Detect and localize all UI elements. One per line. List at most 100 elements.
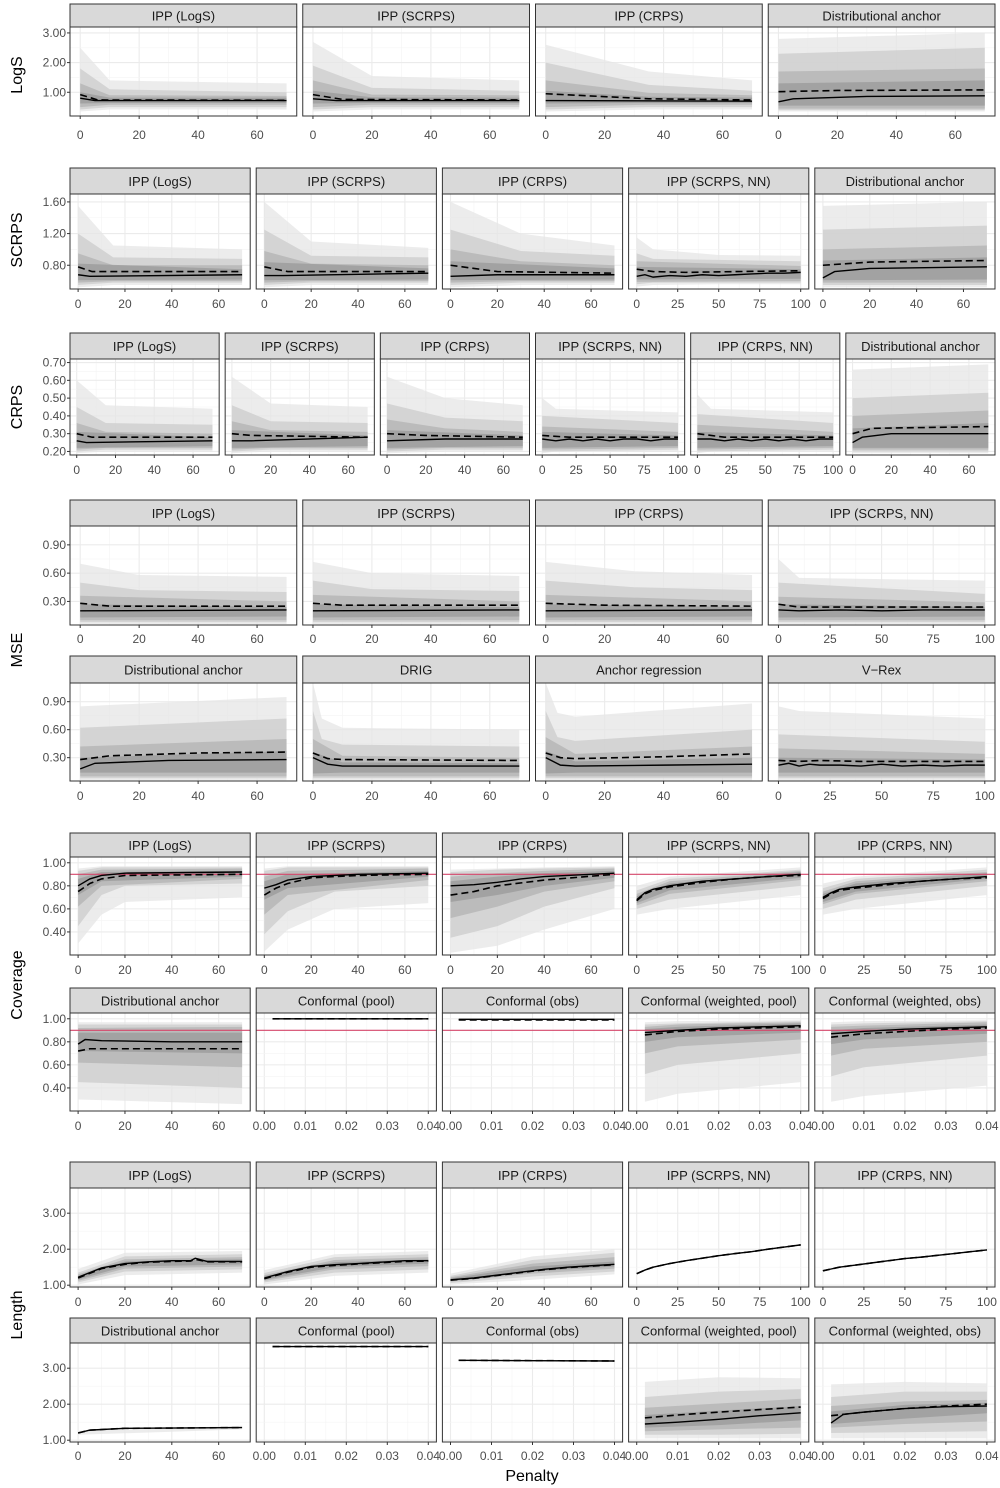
facet-panel: IPP (LogS) 0 20 40 60 bbox=[69, 3, 298, 142]
quantile-band bbox=[831, 1024, 987, 1045]
facet-panel: IPP (LogS) 0 20 40 60 bbox=[69, 1161, 251, 1309]
x-tick-label: 100 bbox=[823, 463, 843, 477]
median-line bbox=[76, 440, 213, 444]
x-tick-label: 0 bbox=[542, 789, 549, 803]
facet-strip bbox=[302, 655, 530, 684]
x-tick-label: 0.03 bbox=[934, 1449, 958, 1463]
facet-title: Conformal (weighted, pool) bbox=[641, 1324, 797, 1339]
x-tick-label: 50 bbox=[759, 463, 773, 477]
facet-panel: Conformal (weighted, pool) 0.00 0.01 0.02 0.… bbox=[625, 1317, 813, 1463]
x-tick-label: 20 bbox=[831, 128, 845, 142]
facet-strip bbox=[69, 987, 251, 1014]
x-tick-label: 20 bbox=[118, 1295, 132, 1309]
facet-strip bbox=[535, 655, 763, 684]
x-tick-label: 100 bbox=[668, 463, 688, 477]
facet-panel: IPP (SCRPS) 0 20 40 60 bbox=[255, 1161, 437, 1309]
x-tick-label: 40 bbox=[538, 963, 552, 977]
median-line bbox=[830, 1405, 987, 1424]
x-tick-label: 75 bbox=[753, 297, 767, 311]
x-tick-label: 60 bbox=[398, 297, 412, 311]
facet-title: IPP (CRPS) bbox=[614, 9, 683, 24]
x-tick-label: 60 bbox=[497, 463, 511, 477]
median-line bbox=[636, 873, 801, 901]
facet-panel: Conformal (pool) 0.00 0.01 0.02 0.03 0.04 bbox=[253, 987, 440, 1133]
x-tick-label: 60 bbox=[716, 128, 730, 142]
median-line bbox=[778, 95, 985, 103]
x-tick-label: 60 bbox=[212, 1119, 226, 1133]
series-lines bbox=[636, 1244, 801, 1275]
x-tick-label: 40 bbox=[657, 128, 671, 142]
mean-line bbox=[450, 873, 615, 896]
x-tick-label: 0.00 bbox=[625, 1449, 649, 1463]
y-tick-label: 0.30 bbox=[43, 427, 67, 441]
x-tick-label: 100 bbox=[975, 789, 995, 803]
facet-panel: Conformal (pool) 0.00 0.01 0.02 0.03 0.04 bbox=[253, 1317, 440, 1463]
y-tick-label: 1.00 bbox=[43, 85, 67, 99]
facet-title: Distributional anchor bbox=[846, 174, 965, 189]
median-line bbox=[822, 266, 987, 279]
mean-line bbox=[76, 432, 213, 439]
facet-title: Conformal (pool) bbox=[298, 1324, 395, 1339]
series-lines bbox=[76, 432, 213, 444]
series-lines bbox=[831, 1026, 987, 1039]
mean-line bbox=[822, 259, 987, 267]
y-tick-label: 0.60 bbox=[43, 902, 67, 916]
quantile-band bbox=[822, 873, 987, 902]
panel-border bbox=[441, 193, 624, 290]
panel-border bbox=[767, 26, 996, 117]
facet-panel: Conformal (weighted, obs) 0.00 0.01 0.02 0.0… bbox=[811, 1317, 999, 1463]
x-tick-label: 50 bbox=[898, 963, 912, 977]
median-line bbox=[77, 1257, 243, 1278]
y-tick-label: 1.00 bbox=[43, 1012, 67, 1026]
series-lines bbox=[77, 1257, 243, 1279]
facet-strip bbox=[224, 332, 375, 360]
facet-strip bbox=[69, 832, 251, 858]
x-tick-label: 0.01 bbox=[852, 1119, 876, 1133]
facet-title: IPP (SCRPS, NN) bbox=[830, 506, 934, 521]
x-tick-label: 40 bbox=[351, 297, 365, 311]
y-tick-label: 0.60 bbox=[43, 723, 67, 737]
mean-line bbox=[312, 752, 520, 762]
median-line bbox=[831, 1026, 987, 1035]
x-tick-label: 0 bbox=[310, 632, 317, 646]
series-lines bbox=[822, 1249, 987, 1272]
facet-strip bbox=[535, 499, 763, 527]
x-tick-label: 0.01 bbox=[666, 1449, 690, 1463]
facet-title: Conformal (weighted, obs) bbox=[829, 994, 981, 1009]
panel-border bbox=[69, 26, 298, 117]
median-line bbox=[80, 97, 287, 102]
facet-panel: IPP (LogS) 0 20 40 60 bbox=[69, 832, 251, 977]
x-tick-label: 40 bbox=[923, 463, 937, 477]
x-tick-label: 0 bbox=[261, 1295, 268, 1309]
quantile-band bbox=[312, 752, 520, 774]
x-tick-label: 0.04 bbox=[975, 1119, 999, 1133]
y-tick-label: 0.60 bbox=[43, 373, 67, 387]
x-tick-label: 60 bbox=[957, 297, 971, 311]
quantile-bands bbox=[778, 32, 985, 112]
x-tick-label: 20 bbox=[118, 297, 132, 311]
median-line bbox=[80, 609, 287, 612]
x-tick-label: 0.03 bbox=[748, 1449, 772, 1463]
facet-panel: IPP (CRPS) 0 20 40 60 bbox=[441, 832, 624, 977]
mean-line bbox=[312, 602, 520, 607]
facet-panel: IPP (CRPS, NN) 0 25 50 75 100 bbox=[690, 332, 843, 477]
facet-title: Distributional anchor bbox=[861, 339, 980, 354]
facet-panel: V−Rex 0 25 50 75 100 bbox=[767, 655, 996, 803]
x-tick-label: 0 bbox=[75, 1449, 82, 1463]
facet-title: IPP (LogS) bbox=[128, 838, 191, 853]
x-tick-label: 60 bbox=[212, 963, 226, 977]
x-tick-label: 0.01 bbox=[852, 1449, 876, 1463]
y-tick-label: 0.80 bbox=[43, 1035, 67, 1049]
facet-title: IPP (SCRPS) bbox=[377, 9, 455, 24]
x-tick-label: 40 bbox=[424, 128, 438, 142]
x-tick-label: 100 bbox=[975, 632, 995, 646]
facet-title: Distributional anchor bbox=[822, 9, 941, 24]
x-tick-label: 0.01 bbox=[480, 1449, 504, 1463]
median-line bbox=[264, 1260, 429, 1279]
x-tick-label: 25 bbox=[671, 963, 685, 977]
y-tick-label: 1.00 bbox=[43, 856, 67, 870]
median-line bbox=[79, 758, 287, 770]
x-tick-label: 0 bbox=[75, 1119, 82, 1133]
median-line bbox=[542, 438, 678, 442]
series-lines bbox=[778, 89, 985, 103]
